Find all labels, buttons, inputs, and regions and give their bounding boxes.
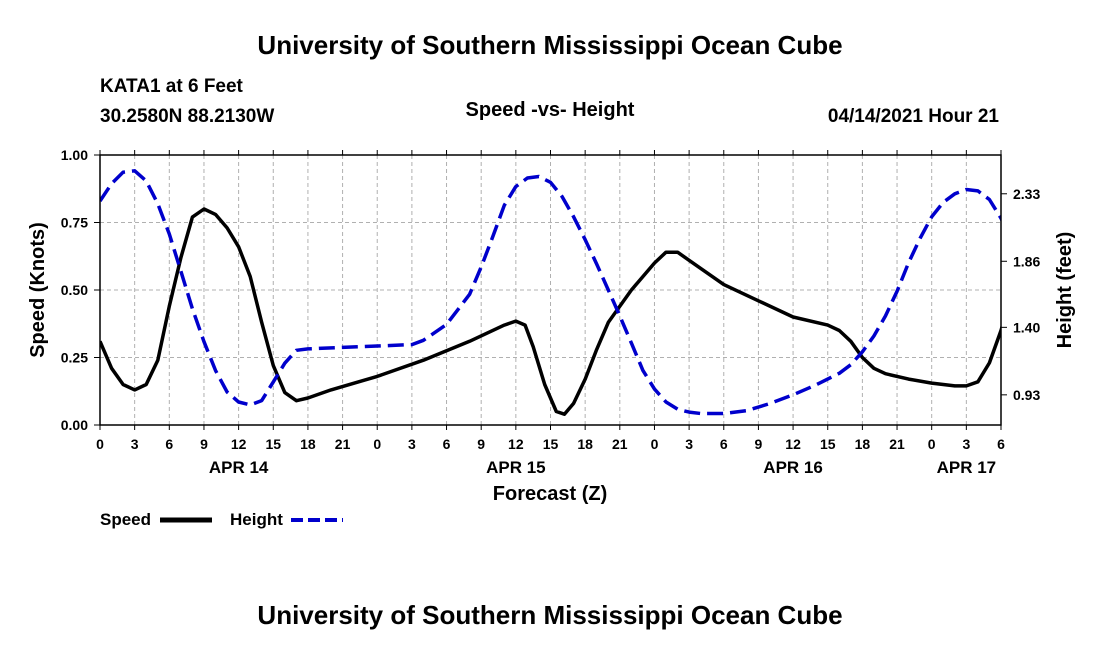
x-tick-label: 12 bbox=[508, 436, 524, 452]
axis-ticks: 0 3 6 9 12 15 18 21 0 3 6 9 12 15 18 21 0 3 6 9 12 15 18 21 0 3 6 0… bbox=[61, 147, 1041, 477]
y-tick-label: 1.00 bbox=[61, 147, 88, 163]
speed-series-line bbox=[100, 207, 1001, 416]
y2-tick-label: 1.40 bbox=[1013, 319, 1040, 335]
legend-speed-label: Speed bbox=[100, 510, 151, 529]
chart-footer-title: University of Southern Mississippi Ocean… bbox=[257, 600, 843, 630]
y-tick-label: 0.50 bbox=[61, 282, 88, 298]
station-coordinates: 30.2580N 88.2130W bbox=[100, 106, 275, 127]
x-tick-label: 12 bbox=[785, 436, 801, 452]
x-tick-label: 15 bbox=[820, 436, 836, 452]
x-day-label: APR 16 bbox=[763, 458, 823, 477]
height-series-line bbox=[100, 169, 1001, 416]
x-tick-label: 3 bbox=[962, 436, 970, 452]
x-tick-label: 3 bbox=[131, 436, 139, 452]
forecast-datetime: 04/14/2021 Hour 21 bbox=[827, 106, 999, 127]
x-tick-label: 15 bbox=[543, 436, 559, 452]
x-tick-label: 9 bbox=[477, 436, 485, 452]
station-label: KATA1 at 6 Feet bbox=[100, 76, 243, 97]
x-tick-label: 6 bbox=[165, 436, 173, 452]
x-tick-label: 0 bbox=[373, 436, 381, 452]
chart-header-title: University of Southern Mississippi Ocean… bbox=[257, 30, 843, 60]
legend: Speed Height bbox=[100, 510, 343, 529]
x-tick-label: 21 bbox=[335, 436, 351, 452]
x-tick-label: 18 bbox=[300, 436, 316, 452]
y2-axis-title: Height (feet) bbox=[1054, 232, 1076, 349]
x-tick-label: 3 bbox=[685, 436, 693, 452]
y-axis-title: Speed (Knots) bbox=[27, 222, 49, 358]
x-tick-label: 6 bbox=[997, 436, 1005, 452]
y-tick-label: 0.00 bbox=[61, 417, 88, 433]
chart-title: Speed -vs- Height bbox=[466, 99, 635, 121]
x-tick-label: 9 bbox=[755, 436, 763, 452]
x-tick-label: 0 bbox=[96, 436, 104, 452]
x-day-label: APR 14 bbox=[209, 458, 269, 477]
x-tick-label: 18 bbox=[577, 436, 593, 452]
x-tick-label: 0 bbox=[928, 436, 936, 452]
x-tick-label: 9 bbox=[200, 436, 208, 452]
y2-tick-label: 0.93 bbox=[1013, 387, 1040, 403]
x-tick-label: 3 bbox=[408, 436, 416, 452]
x-tick-label: 21 bbox=[889, 436, 905, 452]
grid-lines bbox=[100, 155, 1001, 425]
x-tick-label: 15 bbox=[265, 436, 281, 452]
x-tick-label: 6 bbox=[720, 436, 728, 452]
x-tick-label: 12 bbox=[231, 436, 247, 452]
x-tick-label: 21 bbox=[612, 436, 628, 452]
y-tick-label: 0.25 bbox=[61, 350, 88, 366]
x-axis-title: Forecast (Z) bbox=[493, 483, 607, 505]
x-day-label: APR 15 bbox=[486, 458, 546, 477]
x-day-label: APR 17 bbox=[937, 458, 997, 477]
x-tick-label: 6 bbox=[443, 436, 451, 452]
x-tick-label: 0 bbox=[651, 436, 659, 452]
y2-tick-label: 1.86 bbox=[1013, 253, 1040, 269]
series-layer bbox=[100, 169, 1001, 416]
legend-height-label: Height bbox=[230, 510, 283, 529]
x-tick-label: 18 bbox=[855, 436, 871, 452]
y-tick-label: 0.75 bbox=[61, 215, 88, 231]
y2-tick-label: 2.33 bbox=[1013, 186, 1040, 202]
